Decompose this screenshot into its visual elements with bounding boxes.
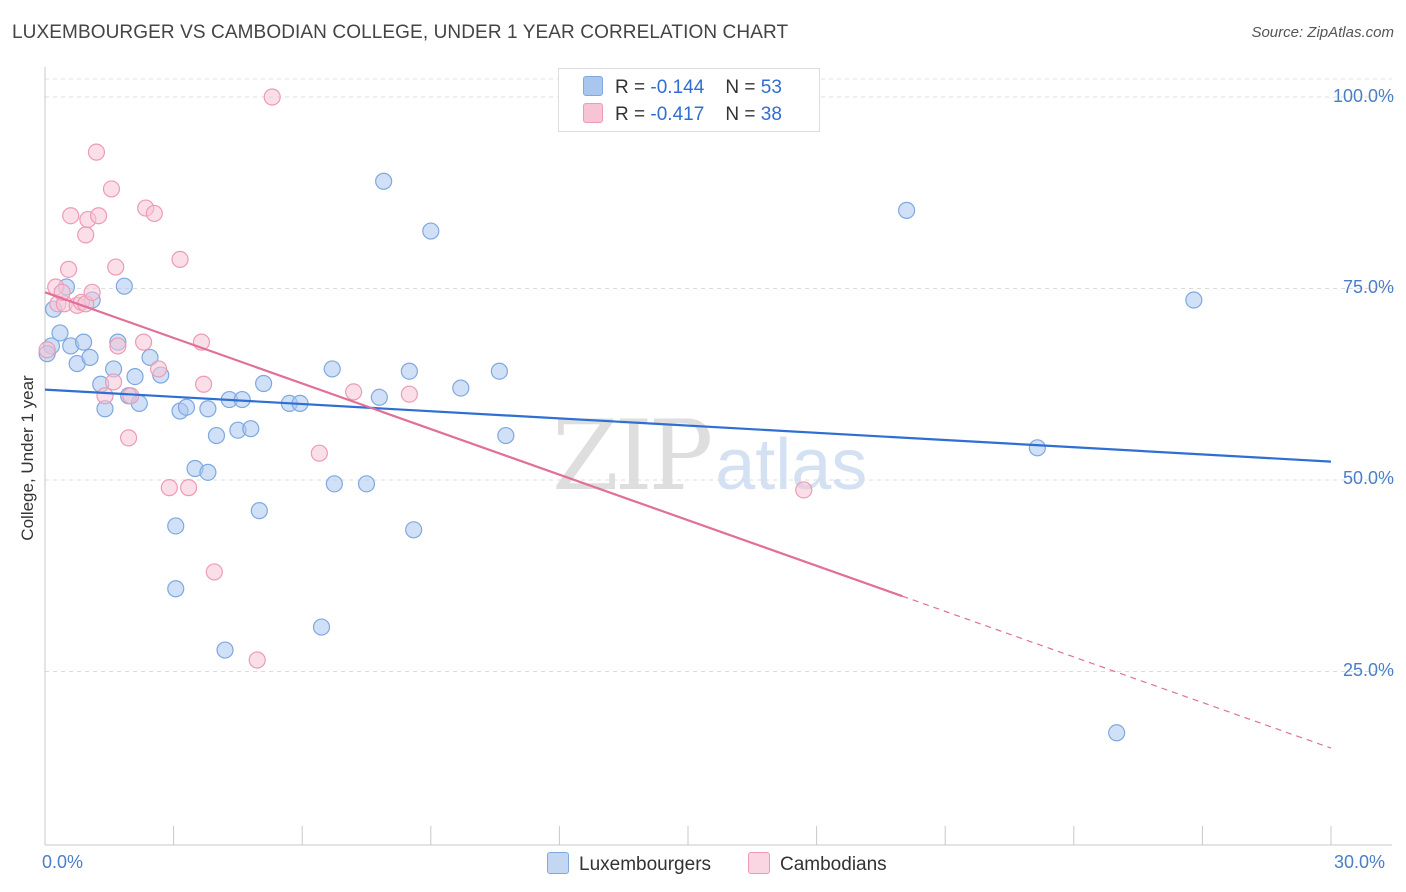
legend-row-luxembourgers: R = -0.144 N = 53 — [583, 76, 782, 99]
point-luxembourgers — [898, 201, 916, 219]
y-axis-label: College, Under 1 year — [18, 375, 37, 541]
point-luxembourgers — [81, 348, 99, 367]
point-cambodians — [400, 385, 418, 403]
point-luxembourgers — [1028, 439, 1046, 457]
point-luxembourgers — [497, 426, 515, 445]
legend-label-luxembourgers: Luxembourgers — [579, 854, 712, 875]
legend-n-value: 53 — [760, 77, 782, 98]
point-cambodians — [345, 383, 363, 401]
point-cambodians — [77, 226, 95, 244]
point-cambodians — [263, 88, 281, 106]
point-cambodians — [171, 250, 189, 268]
point-cambodians — [119, 429, 138, 447]
point-luxembourgers — [167, 517, 185, 535]
point-cambodians — [310, 444, 328, 462]
point-luxembourgers — [312, 618, 331, 636]
legend-item-luxembourgers: Luxembourgers — [547, 852, 711, 876]
legend-n-label: N = — [725, 77, 756, 98]
legend-row-cambodians: R = -0.417 N = 38 — [583, 103, 782, 126]
point-luxembourgers — [115, 277, 133, 295]
point-luxembourgers — [255, 374, 273, 393]
legend-stats: R = -0.144 N = 53 R = -0.417 N = 38 — [558, 68, 820, 132]
point-luxembourgers — [216, 641, 234, 659]
point-luxembourgers — [141, 348, 159, 367]
point-cambodians — [205, 563, 223, 581]
point-luxembourgers — [207, 426, 226, 445]
point-luxembourgers — [1108, 724, 1126, 742]
point-luxembourgers — [177, 398, 196, 416]
trendline-cambodians — [44, 291, 903, 598]
point-luxembourgers — [490, 362, 508, 380]
point-cambodians — [104, 373, 123, 391]
y-tick-label-100: 100.0% — [1332, 86, 1394, 106]
point-cambodians — [59, 260, 78, 278]
point-luxembourgers — [370, 388, 388, 406]
point-luxembourgers — [74, 333, 93, 351]
y-tick-label-75: 75.0% — [1342, 277, 1394, 297]
legend-swatch-luxembourgers — [583, 76, 603, 96]
legend-r-label: R = — [615, 77, 646, 98]
point-cambodians — [62, 207, 80, 225]
point-cambodians — [38, 341, 56, 359]
legend-swatch-luxembourgers-bottom — [547, 852, 569, 874]
point-luxembourgers — [375, 172, 393, 190]
point-cambodians — [87, 143, 106, 161]
chart-source: Source: ZipAtlas.com — [1251, 24, 1394, 41]
legend-r-label: R = — [615, 104, 646, 125]
point-luxembourgers — [51, 324, 69, 342]
x-tick-label-min: 0.0% — [42, 852, 84, 872]
trendline-luxembourgers — [44, 388, 1332, 463]
point-cambodians — [160, 479, 178, 497]
point-luxembourgers — [452, 379, 470, 397]
legend-r-value: -0.144 — [650, 77, 705, 98]
chart-title: LUXEMBOURGER VS CAMBODIAN COLLEGE, UNDER… — [12, 22, 789, 43]
legend-n-label: N = — [725, 104, 756, 125]
point-luxembourgers — [199, 463, 217, 481]
legend-swatch-cambodians-bottom — [748, 852, 770, 874]
point-luxembourgers — [323, 360, 341, 378]
point-cambodians — [180, 479, 198, 497]
point-luxembourgers — [167, 580, 185, 598]
point-luxembourgers — [242, 420, 260, 438]
point-luxembourgers — [405, 521, 423, 539]
point-cambodians — [109, 337, 127, 355]
legend-n-value: 38 — [760, 104, 782, 125]
point-cambodians — [102, 180, 121, 198]
point-cambodians — [248, 651, 266, 669]
point-luxembourgers — [126, 367, 144, 386]
point-cambodians — [195, 375, 213, 393]
point-cambodians — [83, 283, 101, 301]
legend-swatch-cambodians — [583, 103, 603, 123]
point-luxembourgers — [357, 475, 376, 493]
legend-r-value: -0.417 — [650, 104, 705, 125]
point-cambodians — [149, 360, 168, 378]
point-luxembourgers — [422, 222, 440, 240]
trendline-cambodians-extension — [902, 595, 1332, 749]
legend-item-cambodians: Cambodians — [748, 852, 887, 876]
y-tick-label-50: 50.0% — [1342, 468, 1394, 488]
point-luxembourgers — [325, 475, 343, 493]
point-luxembourgers — [199, 400, 217, 418]
point-luxembourgers — [250, 502, 268, 520]
point-cambodians — [107, 258, 125, 276]
point-cambodians — [89, 207, 108, 225]
x-tick-label-max: 30.0% — [1334, 852, 1386, 872]
legend-label-cambodians: Cambodians — [780, 854, 887, 875]
point-cambodians — [795, 481, 813, 499]
point-luxembourgers — [1185, 291, 1203, 309]
point-cambodians — [134, 333, 153, 351]
point-luxembourgers — [400, 362, 418, 380]
point-cambodians — [96, 387, 114, 405]
point-cambodians — [145, 204, 163, 223]
y-tick-label-25: 25.0% — [1342, 660, 1394, 680]
